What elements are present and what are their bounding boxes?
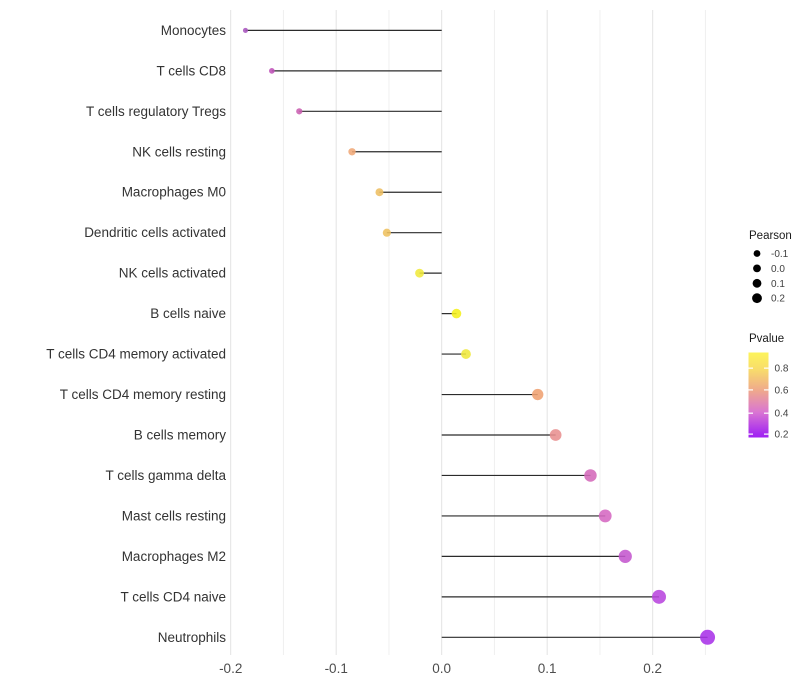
data-point xyxy=(618,549,632,563)
data-point xyxy=(382,228,391,237)
colorbar-label: 0.8 xyxy=(775,364,789,375)
category-label: T cells gamma delta xyxy=(105,468,226,483)
x-tick-label: -0.2 xyxy=(219,661,242,676)
colorbar-label: 0.4 xyxy=(775,409,789,420)
data-point xyxy=(296,108,303,115)
size-legend-label: 0.1 xyxy=(771,279,785,290)
category-label: Mast cells resting xyxy=(122,508,226,523)
category-label: Macrophages M2 xyxy=(122,549,226,564)
data-point xyxy=(584,469,597,482)
data-point xyxy=(348,148,356,156)
data-point xyxy=(598,509,612,523)
category-label: T cells CD4 naive xyxy=(120,589,226,604)
size-legend-key-dot xyxy=(752,293,762,304)
category-label: Neutrophils xyxy=(158,630,227,645)
category-label: Dendritic cells activated xyxy=(84,225,226,240)
category-label: Monocytes xyxy=(161,23,227,38)
category-label: B cells naive xyxy=(150,306,226,321)
category-label: T cells CD4 memory resting xyxy=(60,387,226,402)
data-point xyxy=(461,349,471,359)
category-label: T cells CD4 memory activated xyxy=(46,347,226,362)
color-legend-title: Pvalue xyxy=(749,333,784,345)
category-label: B cells memory xyxy=(134,428,227,443)
size-legend-label: 0.0 xyxy=(771,264,785,275)
data-point xyxy=(415,268,424,278)
data-point xyxy=(532,388,544,401)
pvalue-colorbar xyxy=(748,352,769,438)
x-tick-label: -0.1 xyxy=(325,661,348,676)
size-legend-title: Pearson xyxy=(749,230,792,242)
size-legend-key-dot xyxy=(752,278,762,288)
size-legend-key-dot xyxy=(753,250,761,257)
x-tick-label: 0.1 xyxy=(538,661,557,676)
size-legend-key-dot xyxy=(753,264,761,273)
data-point xyxy=(549,429,562,441)
data-point xyxy=(375,188,384,197)
colorbar-label: 0.2 xyxy=(775,430,789,441)
category-label: T cells CD8 xyxy=(156,63,226,78)
size-legend-label: -0.1 xyxy=(771,249,789,260)
data-point xyxy=(652,589,667,604)
category-label: T cells regulatory Tregs xyxy=(86,104,226,119)
data-point xyxy=(451,308,462,319)
category-label: NK cells resting xyxy=(132,144,226,159)
data-point xyxy=(242,27,249,33)
x-tick-label: 0.2 xyxy=(643,661,662,676)
data-point xyxy=(700,629,716,645)
colorbar-label: 0.6 xyxy=(775,385,789,396)
size-legend-label: 0.2 xyxy=(771,294,785,305)
category-label: Macrophages M0 xyxy=(122,185,226,200)
x-tick-label: 0.0 xyxy=(432,661,451,676)
category-label: NK cells activated xyxy=(119,266,226,281)
data-point xyxy=(269,68,275,74)
